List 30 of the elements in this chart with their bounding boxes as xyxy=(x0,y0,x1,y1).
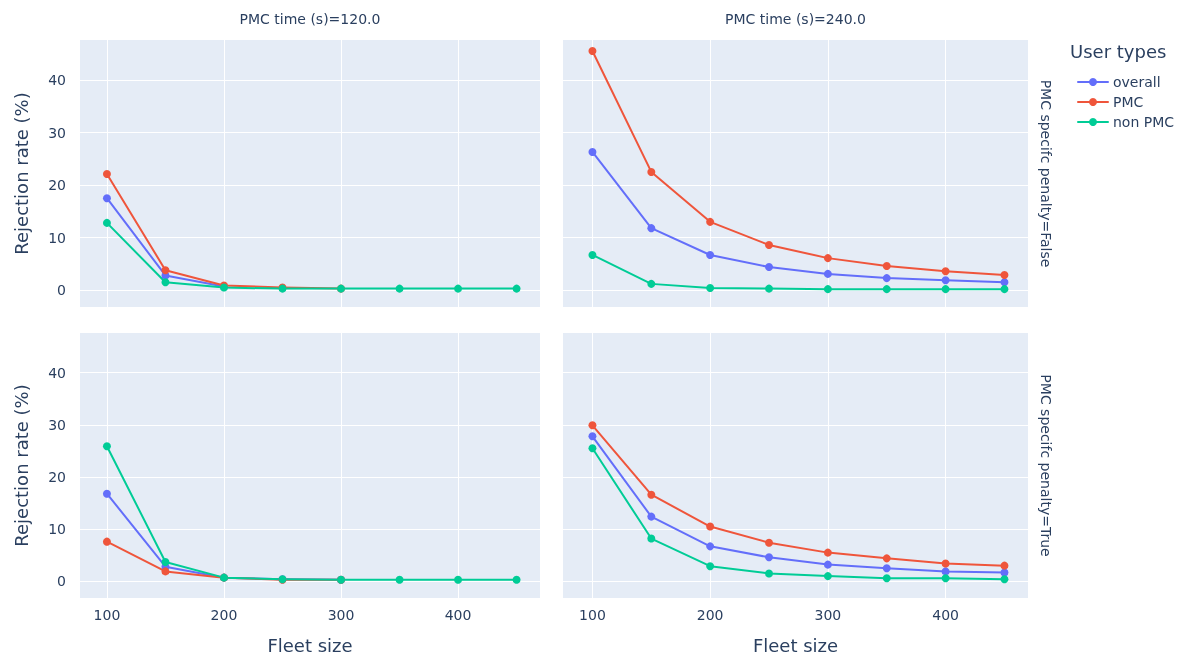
chart-title: PMC time (s)=120.0 xyxy=(239,11,381,27)
x-tick-label: 200 xyxy=(210,607,238,623)
text: PMC specifc penalty=False xyxy=(1038,79,1054,268)
y-tick-label: 10 xyxy=(48,229,66,246)
y-tick-label: 0 xyxy=(57,282,66,299)
x-tick-label: 100 xyxy=(93,607,121,623)
y-axis-title: Rejection rate (%) xyxy=(10,92,32,255)
y-tick-label: 40 xyxy=(48,71,66,88)
y-tick-label: 0 xyxy=(57,573,66,590)
x-tick-label: 400 xyxy=(932,607,959,623)
y-tick-label: 10 xyxy=(48,521,66,538)
x-tick-label: 300 xyxy=(327,607,355,623)
x-tick-label: 200 xyxy=(696,607,724,623)
y-tick-label: 30 xyxy=(48,124,66,141)
legend-title: User types xyxy=(1070,40,1167,62)
x-tick-label: 100 xyxy=(579,607,606,623)
chart-title: PMC time (s)=240.0 xyxy=(725,11,866,27)
x-axis-title: Fleet size xyxy=(267,634,353,656)
y-tick-label: 40 xyxy=(48,364,66,381)
legend-label: non PMC xyxy=(1113,114,1175,130)
legend-label: overall xyxy=(1113,74,1161,90)
x-tick-label: 300 xyxy=(814,607,842,623)
x-axis-title: Fleet size xyxy=(752,634,839,656)
y-tick-label: 20 xyxy=(48,177,66,194)
y-tick-label: 20 xyxy=(48,468,66,485)
x-tick-label: 400 xyxy=(444,607,472,623)
text: PMC specifc penalty=True xyxy=(1038,374,1054,557)
y-tick-label: 30 xyxy=(48,416,66,433)
legend-label: PMC xyxy=(1113,94,1144,110)
y-axis-title: Rejection rate (%) xyxy=(10,384,32,547)
